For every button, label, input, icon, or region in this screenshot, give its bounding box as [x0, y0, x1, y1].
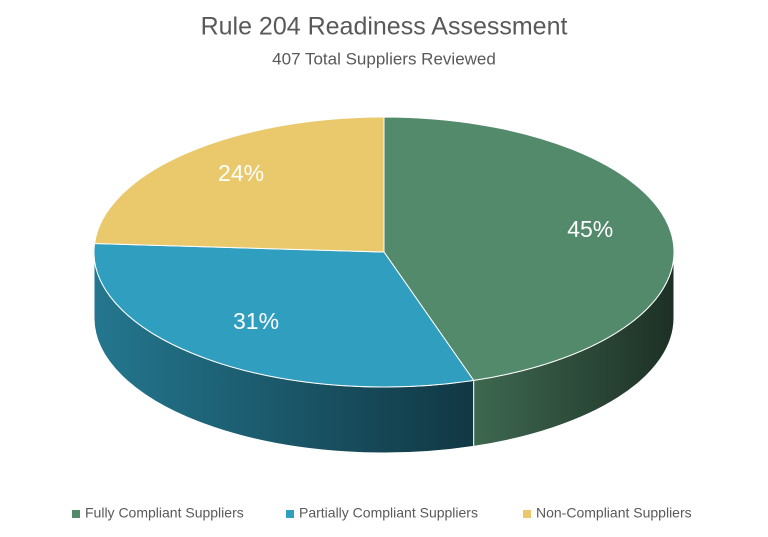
legend-label: Partially Compliant Suppliers	[299, 505, 478, 521]
data-label: 24%	[218, 160, 264, 186]
chart-title: Rule 204 Readiness Assessment	[201, 13, 568, 41]
legend-label: Non-Compliant Suppliers	[536, 505, 692, 521]
pie-slice	[94, 116, 385, 253]
data-label: 45%	[567, 216, 613, 242]
pie-slice	[93, 243, 475, 388]
legend-swatch	[523, 510, 531, 518]
legend-swatch	[286, 510, 294, 518]
legend-label: Fully Compliant Suppliers	[85, 505, 244, 521]
legend-swatch	[72, 510, 80, 518]
pie-slice	[383, 116, 675, 381]
data-label: 31%	[233, 308, 279, 334]
chart-subtitle: 407 Total Suppliers Reviewed	[272, 49, 496, 68]
